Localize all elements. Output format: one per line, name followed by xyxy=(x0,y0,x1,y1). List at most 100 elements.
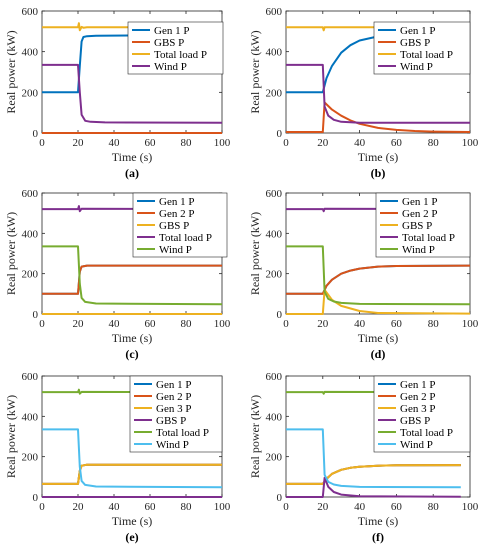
legend-entry: Gen 1 P xyxy=(154,25,189,37)
x-tick-label: 40 xyxy=(354,501,366,513)
x-axis-label: Time (s) xyxy=(358,331,399,345)
series-line-total-load-p xyxy=(42,388,223,395)
x-tick-label: 40 xyxy=(109,137,121,149)
x-tick-label: 80 xyxy=(181,318,193,330)
subplot-caption: (e) xyxy=(125,530,138,544)
y-axis-label: Real power (kW) xyxy=(248,212,262,295)
x-tick-label: 80 xyxy=(428,137,440,149)
x-tick-label: 60 xyxy=(391,501,403,513)
legend-entry: Gen 2 P xyxy=(402,208,437,220)
series-line-wind-p xyxy=(286,63,470,124)
legend-entry: Gen 2 P xyxy=(159,208,194,220)
x-tick-label: 60 xyxy=(145,318,157,330)
x-tick-label: 0 xyxy=(283,137,289,149)
legend-entry: Wind P xyxy=(400,61,433,73)
x-tick-label: 20 xyxy=(317,137,329,149)
legend-entry: Gen 3 P xyxy=(400,403,435,415)
legend-entry: Wind P xyxy=(159,244,192,256)
x-axis-label: Time (s) xyxy=(112,150,153,164)
subplot-caption: (a) xyxy=(125,166,139,180)
legend-box xyxy=(373,375,471,453)
y-tick-label: 400 xyxy=(266,411,283,423)
y-tick-label: 200 xyxy=(22,87,39,99)
series-line-wind-p xyxy=(286,428,461,489)
legend-entry: Total load P xyxy=(402,232,455,244)
x-tick-label: 100 xyxy=(214,501,231,513)
series-line-wind-p xyxy=(42,245,223,306)
x-tick-label: 0 xyxy=(283,501,289,513)
x-tick-label: 100 xyxy=(214,137,231,149)
legend-entry: Total load P xyxy=(156,427,209,439)
subplot-caption: (b) xyxy=(371,166,386,180)
legend-entry: Gen 3 P xyxy=(156,403,191,415)
subplot-f: 0 20 40 60 80 100 0 200 400 600 Time (s) Real power… xyxy=(248,371,479,544)
legend-entry: Total load P xyxy=(400,427,453,439)
x-tick-label: 80 xyxy=(428,318,440,330)
y-tick-label: 0 xyxy=(277,309,283,321)
y-tick-label: 0 xyxy=(33,128,39,140)
legend-entry: Wind P xyxy=(400,439,433,451)
legend-entry: Gen 2 P xyxy=(156,391,191,403)
y-tick-label: 400 xyxy=(22,228,39,240)
y-tick-label: 0 xyxy=(33,309,39,321)
legend-entry: GBS P xyxy=(159,220,189,232)
series-line-gbs-p xyxy=(286,476,461,498)
subplot-d: 0 20 40 60 80 100 0 200 400 600 Time (s) Real power… xyxy=(248,188,479,361)
y-axis-label: Real power (kW) xyxy=(4,30,18,113)
subplot-caption: (f) xyxy=(372,530,384,544)
y-axis-label: Real power (kW) xyxy=(4,395,18,478)
x-tick-label: 40 xyxy=(354,137,366,149)
series-line-total-load-p xyxy=(42,205,223,213)
y-axis-label: Real power (kW) xyxy=(248,30,262,113)
legend-entry: Gen 1 P xyxy=(402,196,437,208)
x-tick-label: 20 xyxy=(73,501,85,513)
y-tick-label: 600 xyxy=(266,188,283,200)
x-tick-label: 80 xyxy=(181,137,193,149)
y-tick-label: 600 xyxy=(22,188,39,200)
y-tick-label: 0 xyxy=(277,128,283,140)
x-tick-label: 60 xyxy=(145,137,157,149)
legend-entry: Gen 2 P xyxy=(400,391,435,403)
y-tick-label: 600 xyxy=(22,6,39,18)
legend-entry: GBS P xyxy=(402,220,432,232)
series-line-gen-2-p xyxy=(42,264,222,295)
series-line-wind-p xyxy=(42,428,223,489)
subplot-b: 0 20 40 60 80 100 0 200 400 600 Time (s) Real power… xyxy=(248,6,479,180)
x-axis-label: Time (s) xyxy=(358,150,399,164)
legend-entry: Wind P xyxy=(402,244,435,256)
series-line-total-load-p xyxy=(286,26,470,32)
x-tick-label: 20 xyxy=(317,501,329,513)
y-tick-label: 600 xyxy=(266,371,283,383)
y-tick-label: 400 xyxy=(266,228,283,240)
x-tick-label: 40 xyxy=(109,318,121,330)
x-tick-label: 100 xyxy=(214,318,231,330)
y-tick-label: 200 xyxy=(22,269,39,281)
subplot-a: 0 20 40 60 80 100 0 200 400 600 Time (s) Real power… xyxy=(4,6,231,180)
y-tick-label: 600 xyxy=(22,371,39,383)
x-tick-label: 40 xyxy=(354,318,366,330)
x-axis-label: Time (s) xyxy=(112,331,153,345)
legend-entry: Wind P xyxy=(156,439,189,451)
x-tick-label: 100 xyxy=(462,137,479,149)
y-tick-label: 400 xyxy=(22,47,39,59)
legend-entry: GBS P xyxy=(156,415,186,427)
y-tick-label: 200 xyxy=(22,452,39,464)
x-tick-label: 20 xyxy=(73,318,85,330)
x-tick-label: 80 xyxy=(181,501,193,513)
x-tick-label: 100 xyxy=(462,318,479,330)
legend-entry: Total load P xyxy=(400,49,453,61)
y-axis-label: Real power (kW) xyxy=(248,395,262,478)
legend-entry: GBS P xyxy=(400,415,430,427)
subplot-caption: (d) xyxy=(371,347,386,361)
y-tick-label: 400 xyxy=(22,411,39,423)
legend-entry: GBS P xyxy=(154,37,184,49)
subplot-e: 0 20 40 60 80 100 0 200 400 600 Time (s) Real power… xyxy=(4,371,231,544)
y-tick-label: 600 xyxy=(266,6,283,18)
legend-entry: Total load P xyxy=(159,232,212,244)
x-tick-label: 20 xyxy=(73,137,85,149)
